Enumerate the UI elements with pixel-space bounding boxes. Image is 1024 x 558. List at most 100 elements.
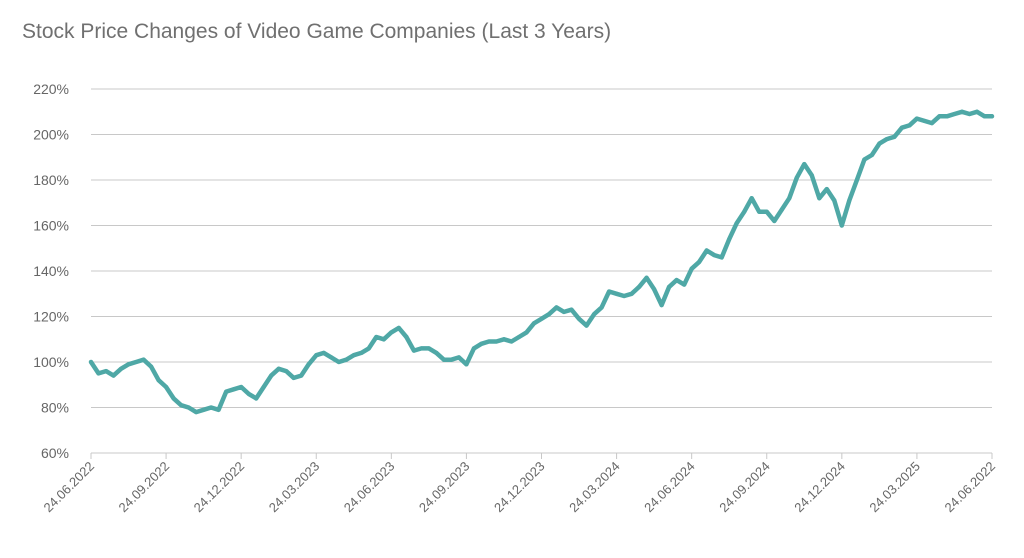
data-point xyxy=(937,114,942,119)
x-tick-label: 24.03.2024 xyxy=(566,459,623,516)
y-tick-label: 180% xyxy=(33,172,69,188)
data-point xyxy=(494,339,499,344)
data-point xyxy=(764,209,769,214)
data-point xyxy=(907,123,912,128)
data-point xyxy=(652,287,657,292)
data-point xyxy=(426,346,431,351)
data-point xyxy=(659,303,664,308)
series-line xyxy=(88,109,995,415)
x-tick-label: 24.09.2023 xyxy=(416,459,473,516)
data-point xyxy=(622,294,627,298)
data-point xyxy=(862,157,867,162)
data-point xyxy=(787,196,792,201)
data-point xyxy=(351,353,356,358)
data-point xyxy=(884,137,889,142)
data-point xyxy=(419,346,424,351)
data-point xyxy=(749,196,754,201)
data-point xyxy=(929,121,934,126)
y-axis-ticks: 60% 80% 100% 120% 140% 160% 180% 200% 220% xyxy=(33,81,69,461)
data-point xyxy=(547,312,551,317)
data-point xyxy=(509,339,514,344)
data-point xyxy=(742,209,747,214)
data-point xyxy=(682,282,687,287)
data-point xyxy=(734,221,739,226)
data-point xyxy=(329,355,334,360)
data-point xyxy=(914,116,919,121)
data-point xyxy=(314,353,319,358)
data-point xyxy=(89,360,93,364)
data-point xyxy=(644,275,649,280)
data-point xyxy=(990,114,994,119)
chart-title: Stock Price Changes of Video Game Compan… xyxy=(22,20,612,43)
data-point xyxy=(269,373,274,378)
data-point xyxy=(149,364,154,369)
data-point xyxy=(179,403,184,408)
data-point xyxy=(186,405,191,410)
x-tick-label: 24.12.2024 xyxy=(791,459,848,516)
data-point xyxy=(877,141,882,146)
data-point xyxy=(982,114,987,119)
data-point xyxy=(246,391,251,396)
data-point xyxy=(832,198,837,203)
data-point xyxy=(727,237,732,242)
data-point xyxy=(809,173,814,178)
x-axis-ticks: 24.06.2022 24.09.2022 24.12.2022 24.03.2023… xyxy=(40,453,998,515)
y-tick-label: 220% xyxy=(33,81,69,97)
data-point xyxy=(539,316,544,321)
data-point xyxy=(599,305,604,310)
data-point xyxy=(562,309,566,314)
data-point xyxy=(374,335,379,339)
data-point xyxy=(704,248,709,253)
x-tick-label: 24.12.2022 xyxy=(191,459,248,516)
data-point xyxy=(532,321,536,326)
data-point xyxy=(614,291,619,296)
data-point xyxy=(869,153,874,157)
data-point xyxy=(104,369,108,374)
data-point xyxy=(637,284,642,289)
x-tick-label: 24.06.2022 xyxy=(40,459,97,516)
x-tick-label: 24.06.2023 xyxy=(341,459,398,516)
data-point xyxy=(434,350,439,355)
data-point xyxy=(802,162,807,167)
y-tick-label: 120% xyxy=(33,309,69,325)
data-point xyxy=(629,291,634,296)
data-point xyxy=(847,198,852,203)
data-point xyxy=(201,407,206,412)
data-point xyxy=(254,396,259,401)
data-point xyxy=(381,337,386,342)
data-point xyxy=(464,362,469,367)
x-tick-label: 24.06.2022 xyxy=(941,459,998,516)
data-point xyxy=(291,375,296,380)
data-point xyxy=(502,337,506,342)
data-point xyxy=(960,109,964,114)
y-tick-label: 140% xyxy=(33,263,69,279)
x-tick-label: 24.03.2025 xyxy=(866,459,923,516)
data-point xyxy=(712,253,717,258)
x-tick-label: 24.06.2024 xyxy=(641,459,698,516)
data-point xyxy=(479,341,484,346)
data-point xyxy=(141,357,146,362)
data-point xyxy=(689,266,694,271)
series-layer xyxy=(88,109,995,415)
data-point xyxy=(216,407,221,412)
data-point xyxy=(171,396,176,401)
data-point xyxy=(922,118,927,123)
data-point xyxy=(772,219,777,223)
data-point xyxy=(817,196,822,201)
data-point xyxy=(757,209,762,214)
y-tick-label: 60% xyxy=(41,445,69,461)
data-point xyxy=(456,355,461,360)
data-point xyxy=(584,323,589,328)
data-point xyxy=(411,348,416,353)
data-point xyxy=(396,325,401,330)
y-tick-label: 100% xyxy=(33,354,69,370)
data-point xyxy=(134,360,139,364)
data-point xyxy=(592,312,597,317)
data-point xyxy=(854,178,859,182)
data-point xyxy=(126,362,131,367)
data-point xyxy=(306,362,311,367)
grid-lines xyxy=(91,88,992,454)
data-point xyxy=(975,109,979,114)
x-tick-label: 24.12.2023 xyxy=(491,459,548,516)
